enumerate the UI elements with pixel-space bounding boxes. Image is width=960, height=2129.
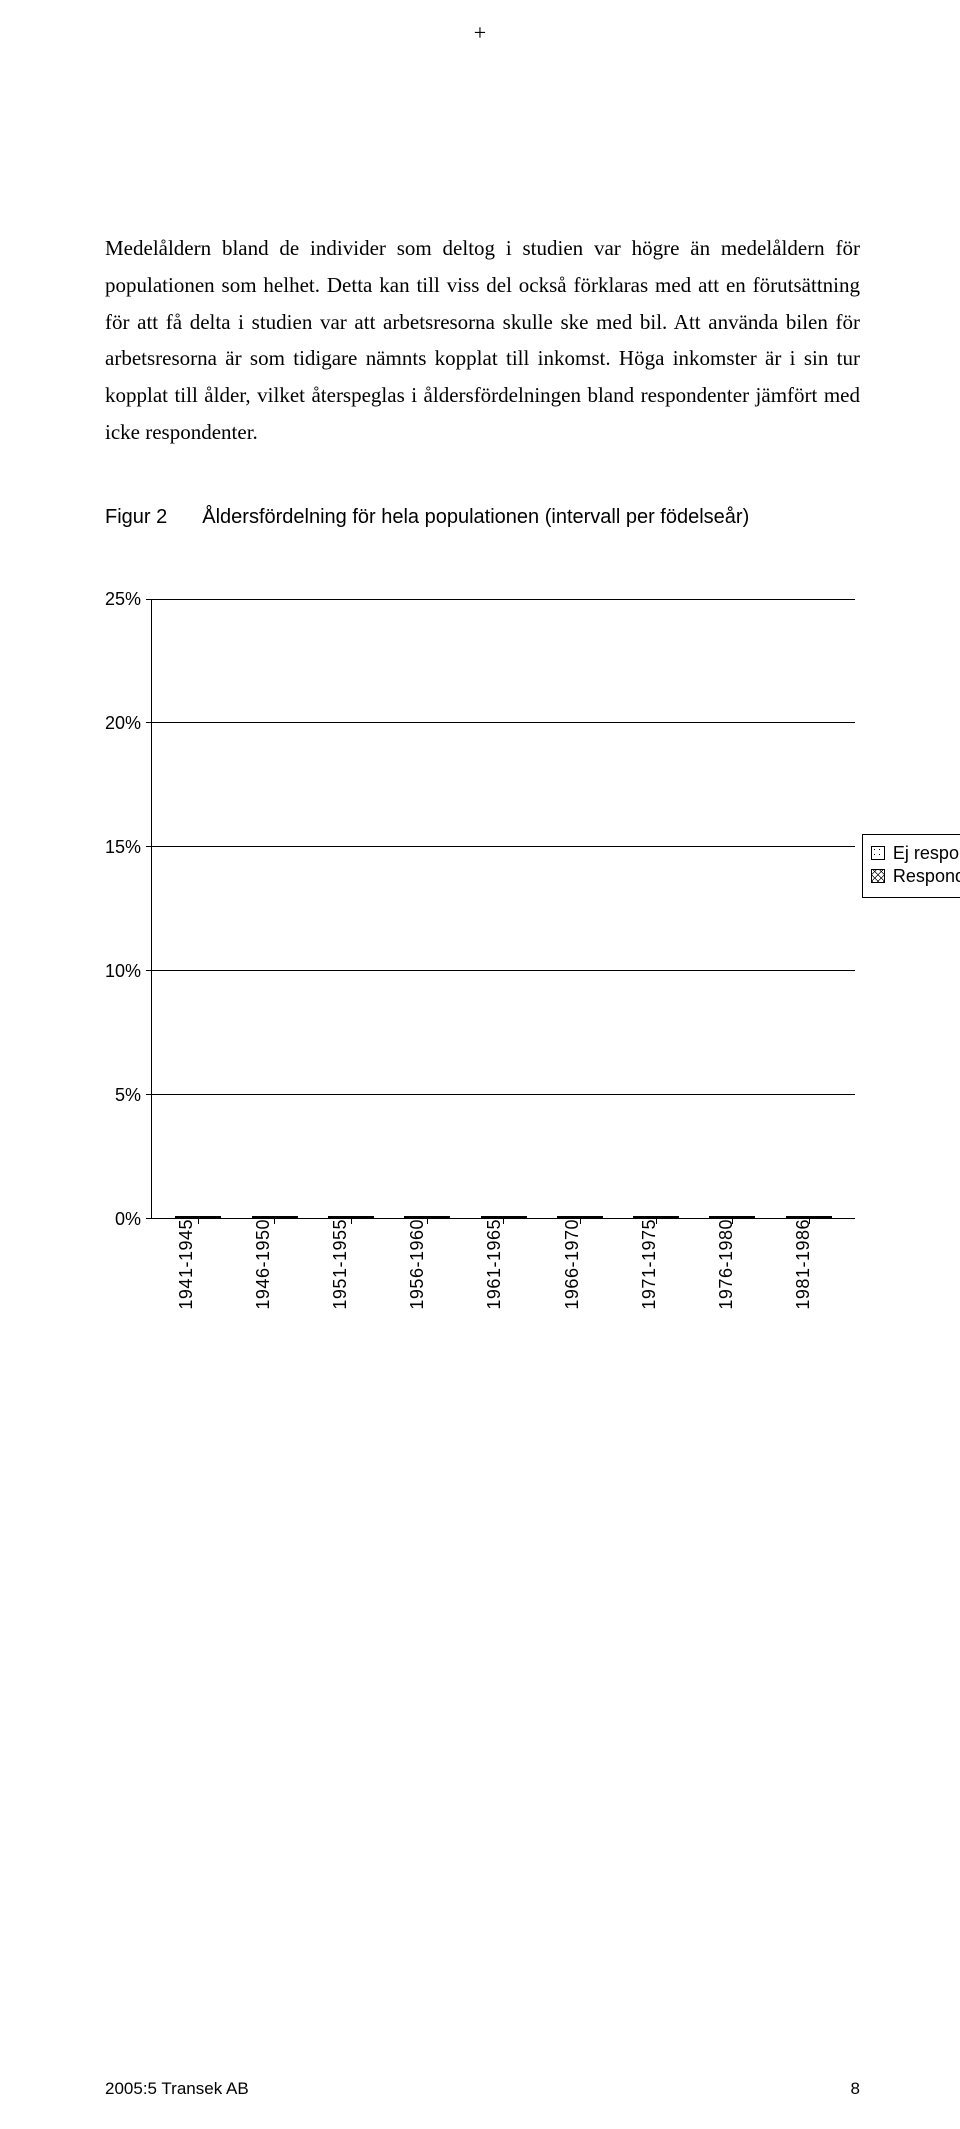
bar-respondent bbox=[198, 1216, 221, 1218]
bar-respondent bbox=[732, 1216, 755, 1218]
page: + Medelåldern bland de individer som del… bbox=[0, 0, 960, 2129]
figure-caption-text: Åldersfördelning för hela populationen (… bbox=[202, 506, 749, 529]
legend-item-respondent: Respondent bbox=[871, 866, 960, 887]
bar-ej-respondent bbox=[557, 1216, 580, 1218]
age-distribution-chart: 25%20%15%10%5%0% 1941-1945 1946-1950 1951-… bbox=[105, 599, 855, 1328]
x-tick-label: 1961-1965 bbox=[484, 1219, 530, 1328]
gridline bbox=[152, 846, 855, 847]
gridline bbox=[152, 722, 855, 723]
chart-legend: Ej respondent Respondent bbox=[862, 834, 960, 898]
x-tick-label: 1951-1955 bbox=[330, 1219, 376, 1328]
legend-swatch-crosshatch-icon bbox=[871, 869, 885, 883]
legend-swatch-dots-icon bbox=[871, 846, 885, 860]
x-axis-labels: 1941-1945 1946-1950 1951-1955 1956-1960 1961… bbox=[105, 1219, 855, 1328]
bar-ej-respondent bbox=[175, 1216, 198, 1218]
x-tick-label: 1941-1945 bbox=[176, 1219, 222, 1328]
figure-label: Figur 2 bbox=[105, 506, 167, 529]
bar-respondent bbox=[427, 1216, 450, 1218]
y-tick-mark bbox=[146, 1218, 152, 1219]
bar-ej-respondent bbox=[252, 1216, 275, 1218]
header-plus-mark: + bbox=[474, 20, 486, 46]
bar-ej-respondent bbox=[633, 1216, 656, 1218]
gridline bbox=[152, 970, 855, 971]
bar-ej-respondent bbox=[328, 1216, 351, 1218]
x-tick-label: 1946-1950 bbox=[253, 1219, 299, 1328]
figure-caption-row: Figur 2 Åldersfördelning för hela popula… bbox=[105, 506, 860, 529]
legend-item-ej-respondent: Ej respondent bbox=[871, 843, 960, 864]
plot-area bbox=[151, 599, 855, 1219]
x-tick-label: 1966-1970 bbox=[562, 1219, 608, 1328]
x-tick-label: 1956-1960 bbox=[407, 1219, 453, 1328]
bar-ej-respondent bbox=[481, 1216, 504, 1218]
gridline bbox=[152, 599, 855, 600]
footer-page-number: 8 bbox=[851, 2079, 860, 2099]
bar-ej-respondent bbox=[786, 1216, 809, 1218]
legend-label: Ej respondent bbox=[893, 843, 960, 864]
bar-respondent bbox=[580, 1216, 603, 1218]
bar-respondent bbox=[504, 1216, 527, 1218]
legend-label: Respondent bbox=[893, 866, 960, 887]
gridline bbox=[152, 1094, 855, 1095]
footer-left: 2005:5 Transek AB bbox=[105, 2079, 249, 2099]
y-axis-labels: 25%20%15%10%5%0% bbox=[105, 599, 151, 1219]
bar-ej-respondent bbox=[709, 1216, 732, 1218]
bar-ej-respondent bbox=[404, 1216, 427, 1218]
bar-respondent bbox=[351, 1216, 374, 1218]
page-footer: 2005:5 Transek AB 8 bbox=[105, 2079, 860, 2099]
x-tick-label: 1981-1986 bbox=[793, 1219, 839, 1328]
bar-respondent bbox=[275, 1216, 298, 1218]
body-paragraph: Medelåldern bland de individer som delto… bbox=[105, 230, 860, 451]
x-tick-label: 1971-1975 bbox=[639, 1219, 685, 1328]
bars-container bbox=[152, 599, 855, 1218]
x-tick-label: 1976-1980 bbox=[716, 1219, 762, 1328]
bar-respondent bbox=[809, 1216, 832, 1218]
bar-respondent bbox=[656, 1216, 679, 1218]
